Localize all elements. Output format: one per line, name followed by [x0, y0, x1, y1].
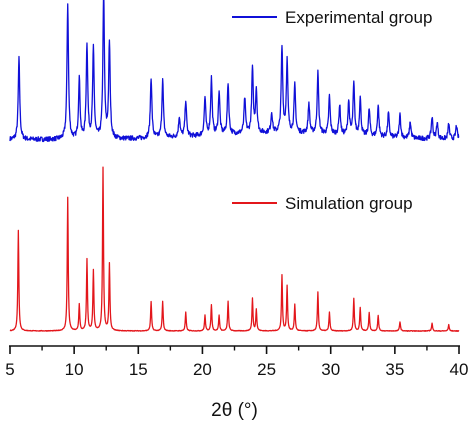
x-tick-label: 35 [385, 360, 404, 379]
x-tick-label: 20 [193, 360, 212, 379]
legend-label-0: Experimental group [285, 8, 432, 27]
x-tick-label: 15 [129, 360, 148, 379]
x-tick-label: 5 [5, 360, 14, 379]
x-tick-label: 40 [450, 360, 469, 379]
x-axis-ticks: 5 10 15 20 25 30 35 40 [5, 346, 468, 379]
series-line-experimental [9, 0, 460, 143]
trace-layer [9, 0, 460, 332]
x-tick-label: 10 [65, 360, 84, 379]
x-tick-label: 25 [257, 360, 276, 379]
legend-label-1: Simulation group [285, 194, 413, 213]
series-line-simulation [9, 166, 460, 332]
legend-layer: Experimental group Simulation group [232, 8, 432, 213]
x-tick-label: 30 [321, 360, 340, 379]
x-axis-label: 2θ (°) [211, 400, 258, 421]
x-axis: 5 10 15 20 25 30 35 40 2θ (°) [5, 345, 468, 421]
